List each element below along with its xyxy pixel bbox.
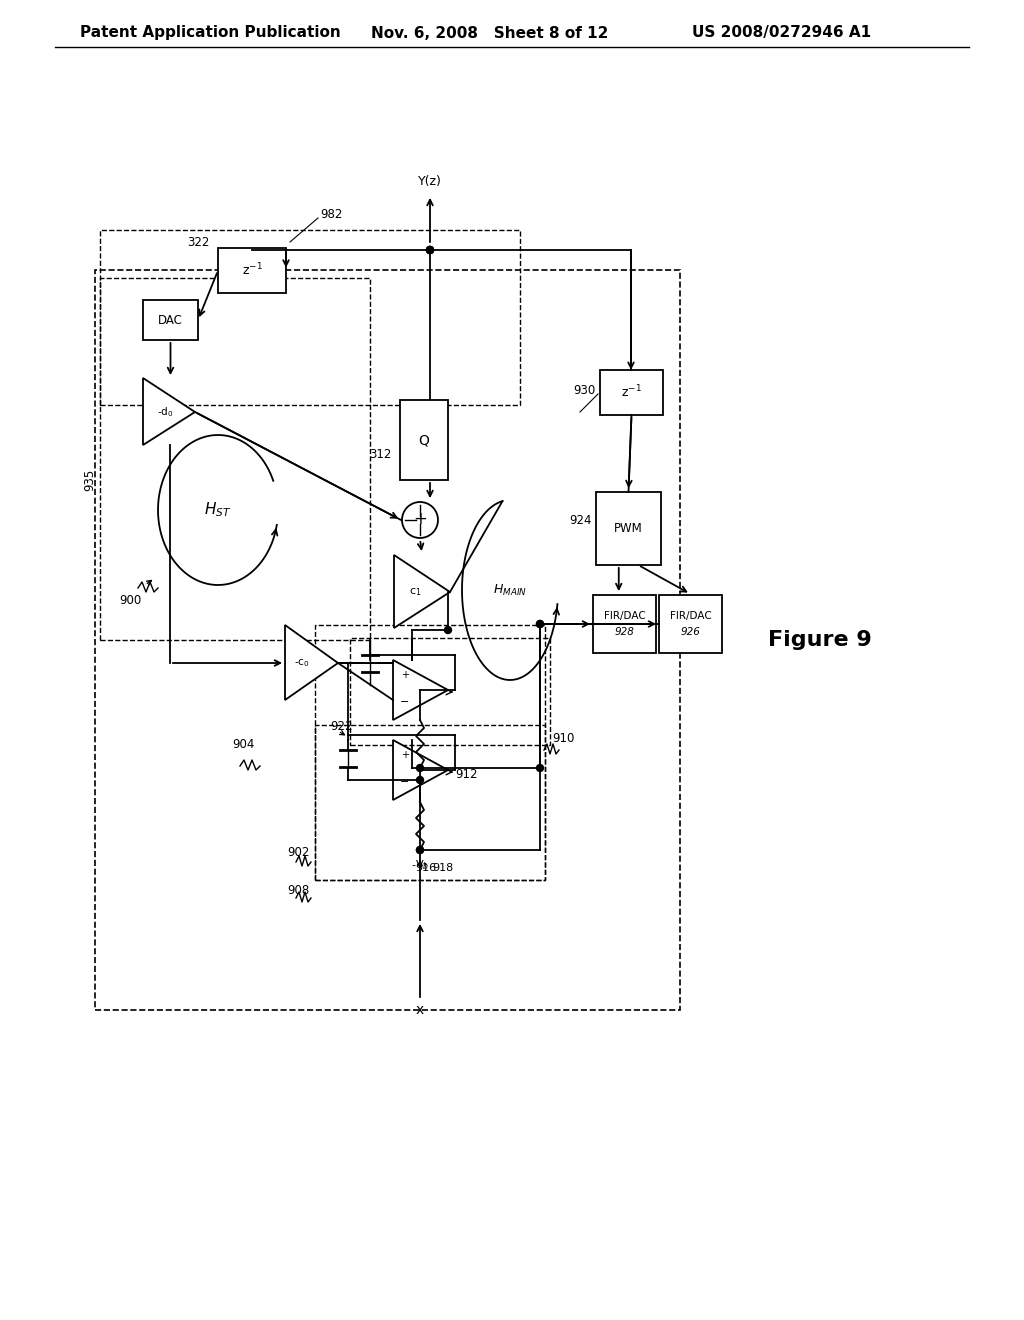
Text: 916: 916 xyxy=(415,863,436,873)
Circle shape xyxy=(537,620,544,627)
Circle shape xyxy=(427,247,433,253)
Bar xyxy=(95,271,680,1010)
Circle shape xyxy=(427,247,433,253)
Circle shape xyxy=(537,764,544,771)
Text: x: x xyxy=(416,1003,424,1016)
Bar xyxy=(659,595,722,653)
Bar xyxy=(315,624,545,880)
Bar xyxy=(593,595,656,653)
Text: 902: 902 xyxy=(288,846,310,858)
Text: Patent Application Publication: Patent Application Publication xyxy=(80,25,340,41)
Circle shape xyxy=(417,776,424,784)
Text: 926: 926 xyxy=(681,627,700,638)
Text: 982: 982 xyxy=(319,207,342,220)
Text: 322: 322 xyxy=(187,235,210,248)
Text: -c$_0$: -c$_0$ xyxy=(294,657,310,669)
Bar xyxy=(218,248,286,293)
Circle shape xyxy=(402,502,438,539)
Text: Y(z): Y(z) xyxy=(418,176,442,189)
Circle shape xyxy=(417,846,424,854)
Bar xyxy=(600,370,663,414)
Bar xyxy=(143,300,198,341)
Circle shape xyxy=(417,764,424,771)
Text: H$_{ST}$: H$_{ST}$ xyxy=(204,500,231,519)
Text: H$_{MAIN}$: H$_{MAIN}$ xyxy=(493,582,527,598)
Text: 924: 924 xyxy=(569,513,592,527)
Bar xyxy=(100,279,370,640)
Text: 900: 900 xyxy=(119,594,141,606)
Polygon shape xyxy=(143,378,195,445)
Text: +: + xyxy=(401,671,409,680)
Polygon shape xyxy=(393,660,449,719)
Text: z$^{-1}$: z$^{-1}$ xyxy=(242,263,262,279)
Bar xyxy=(400,400,449,480)
Bar xyxy=(100,230,520,405)
Circle shape xyxy=(427,247,433,253)
Text: +: + xyxy=(413,510,427,528)
Text: z$^{-1}$: z$^{-1}$ xyxy=(622,384,642,401)
Text: FIR/DAC: FIR/DAC xyxy=(670,611,712,620)
Text: 904: 904 xyxy=(232,738,254,751)
Bar xyxy=(350,638,550,744)
Text: 912: 912 xyxy=(455,768,477,781)
Circle shape xyxy=(537,620,544,627)
Text: 930: 930 xyxy=(573,384,596,396)
Circle shape xyxy=(417,846,424,854)
Text: 935: 935 xyxy=(83,469,96,491)
Text: −: − xyxy=(400,697,410,708)
Polygon shape xyxy=(285,624,338,700)
Bar xyxy=(596,492,662,565)
Text: 910: 910 xyxy=(552,731,574,744)
Text: 908: 908 xyxy=(288,883,310,896)
Text: US 2008/0272946 A1: US 2008/0272946 A1 xyxy=(692,25,871,41)
Text: Nov. 6, 2008   Sheet 8 of 12: Nov. 6, 2008 Sheet 8 of 12 xyxy=(372,25,608,41)
Text: 922: 922 xyxy=(330,721,352,734)
Text: −: − xyxy=(400,777,410,787)
Text: PWM: PWM xyxy=(614,521,643,535)
Circle shape xyxy=(444,627,452,634)
Bar xyxy=(315,725,545,880)
Text: Figure 9: Figure 9 xyxy=(768,630,871,649)
Text: c$_1$: c$_1$ xyxy=(409,586,421,598)
Text: Q: Q xyxy=(419,433,429,447)
Polygon shape xyxy=(394,554,450,628)
Text: FIR/DAC: FIR/DAC xyxy=(603,611,645,620)
Text: +: + xyxy=(401,750,409,760)
Text: -d$_0$: -d$_0$ xyxy=(157,405,173,418)
Text: 312: 312 xyxy=(370,447,392,461)
Text: -V$_b$: -V$_b$ xyxy=(411,858,429,873)
Circle shape xyxy=(427,247,433,253)
Polygon shape xyxy=(393,741,449,800)
Text: DAC: DAC xyxy=(158,314,183,326)
Text: 928: 928 xyxy=(614,627,635,638)
Text: 918: 918 xyxy=(432,863,454,873)
